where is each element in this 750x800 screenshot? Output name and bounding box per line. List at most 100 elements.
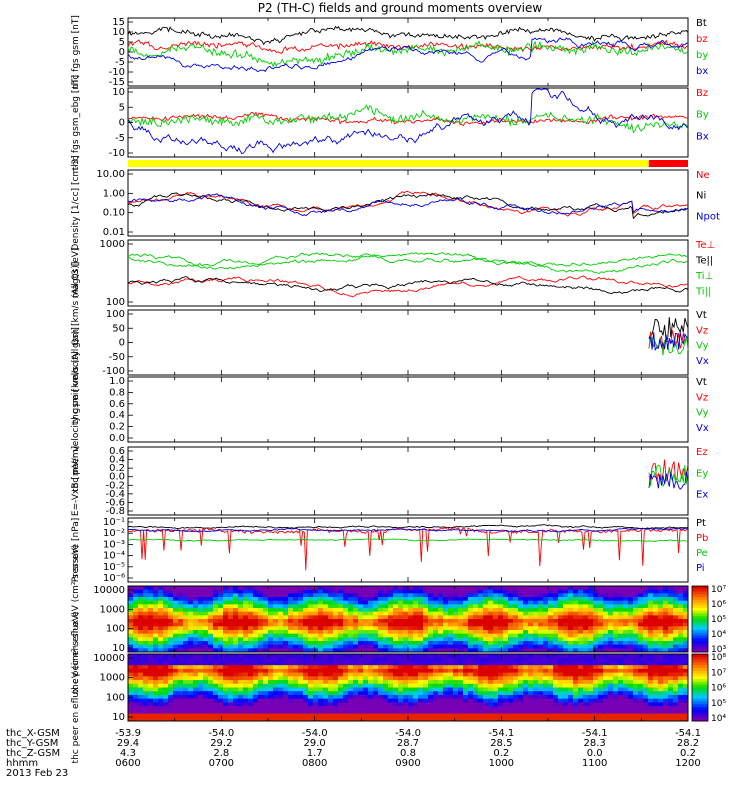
heatmap-cell [193,586,199,591]
heatmap-cell [218,706,224,711]
heatmap-cell [513,641,519,646]
heatmap-cell [583,680,589,685]
heatmap-cell [483,648,489,653]
heatmap-cell [393,644,399,649]
heatmap-cell [513,586,519,591]
heatmap-cell [138,672,144,677]
heatmap-cell [333,713,339,718]
heatmap-cell [408,702,414,707]
heatmap-cell [158,687,164,692]
heatmap-cell [383,698,389,703]
heatmap-cell [348,600,354,605]
heatmap-cell [458,702,464,707]
heatmap-cell [583,600,589,605]
heatmap-cell [153,593,159,598]
heatmap-cell [398,597,404,602]
panel-9: thc peir en eflux eV (cm²·s·sr·eV) 10⁷10⁶… [71,545,726,694]
heatmap-cell [528,665,534,670]
heatmap-cell [283,665,289,670]
heatmap-cell [288,589,294,594]
heatmap-cell [308,619,314,624]
heatmap-cell [373,593,379,598]
heatmap-cell [643,586,649,591]
heatmap-cell [608,691,614,696]
heatmap-cell [633,611,639,616]
heatmap-cell [218,680,224,685]
heatmap-cell [173,600,179,605]
heatmap-cell [128,597,134,602]
heatmap-cell [288,680,294,685]
heatmap-cell [613,589,619,594]
heatmap-cell [183,648,189,653]
heatmap-cell [438,637,444,642]
heatmap-cell [188,597,194,602]
heatmap-cell [193,713,199,718]
heatmap-cell [613,608,619,613]
heatmap-cell [523,615,529,620]
heatmap-cell [208,589,214,594]
heatmap-cell [348,622,354,627]
heatmap-cell [343,593,349,598]
heatmap-cell [668,619,674,624]
heatmap-cell [423,593,429,598]
heatmap-cell [233,589,239,594]
heatmap-cell [508,691,514,696]
heatmap-cell [273,717,279,722]
heatmap-cell [613,709,619,714]
heatmap-cell [643,600,649,605]
heatmap-cell [203,611,209,616]
heatmap-cell [318,709,324,714]
heatmap-cell [663,626,669,631]
legend-entry: Pi [696,563,705,574]
colorbar-tick-label: 10⁶ [711,684,726,694]
heatmap-cell [193,626,199,631]
heatmap-cell [228,622,234,627]
heatmap-cell [488,680,494,685]
heatmap-cell [663,668,669,674]
heatmap-cell [338,633,344,638]
y-tick-label: -10 [109,67,125,78]
heatmap-cell [248,589,254,594]
heatmap-cell [488,661,494,666]
heatmap-cell [623,586,629,591]
y-tick-label: -100 [102,366,125,377]
heatmap-cell [438,676,444,681]
heatmap-cell [568,661,574,666]
heatmap-cell [258,648,264,653]
heatmap-cell [128,637,134,642]
heatmap-cell [363,680,369,685]
heatmap-cell [483,626,489,631]
heatmap-cell [393,683,399,688]
heatmap-cell [618,633,624,638]
heatmap-cell [588,586,594,591]
heatmap-cell [483,586,489,591]
heatmap-cell [443,661,449,666]
heatmap-cell [378,604,384,609]
heatmap-cell [508,626,514,631]
heatmap-cell [598,717,604,722]
heatmap-cell [633,644,639,649]
heatmap-cell [583,665,589,670]
heatmap-cell [343,597,349,602]
heatmap-cell [403,709,409,714]
heatmap-cell [363,644,369,649]
heatmap-cell [518,680,524,685]
heatmap-cell [473,597,479,602]
heatmap-cell [573,654,579,659]
heatmap-cell [543,654,549,659]
heatmap-cell [653,619,659,624]
heatmap-cell [298,709,304,714]
heatmap-cell [453,702,459,707]
x-axis-value: 29.0 [304,738,326,749]
heatmap-cell [138,691,144,696]
heatmap-cell [503,702,509,707]
heatmap-cell [678,644,684,649]
heatmap-cell [463,615,469,620]
heatmap-cell [368,604,374,609]
heatmap-cell [368,589,374,594]
heatmap-cell [363,637,369,642]
heatmap-cell [303,604,309,609]
heatmap-cell [578,698,584,703]
heatmap-cell [243,611,249,616]
heatmap-cell [448,648,454,653]
